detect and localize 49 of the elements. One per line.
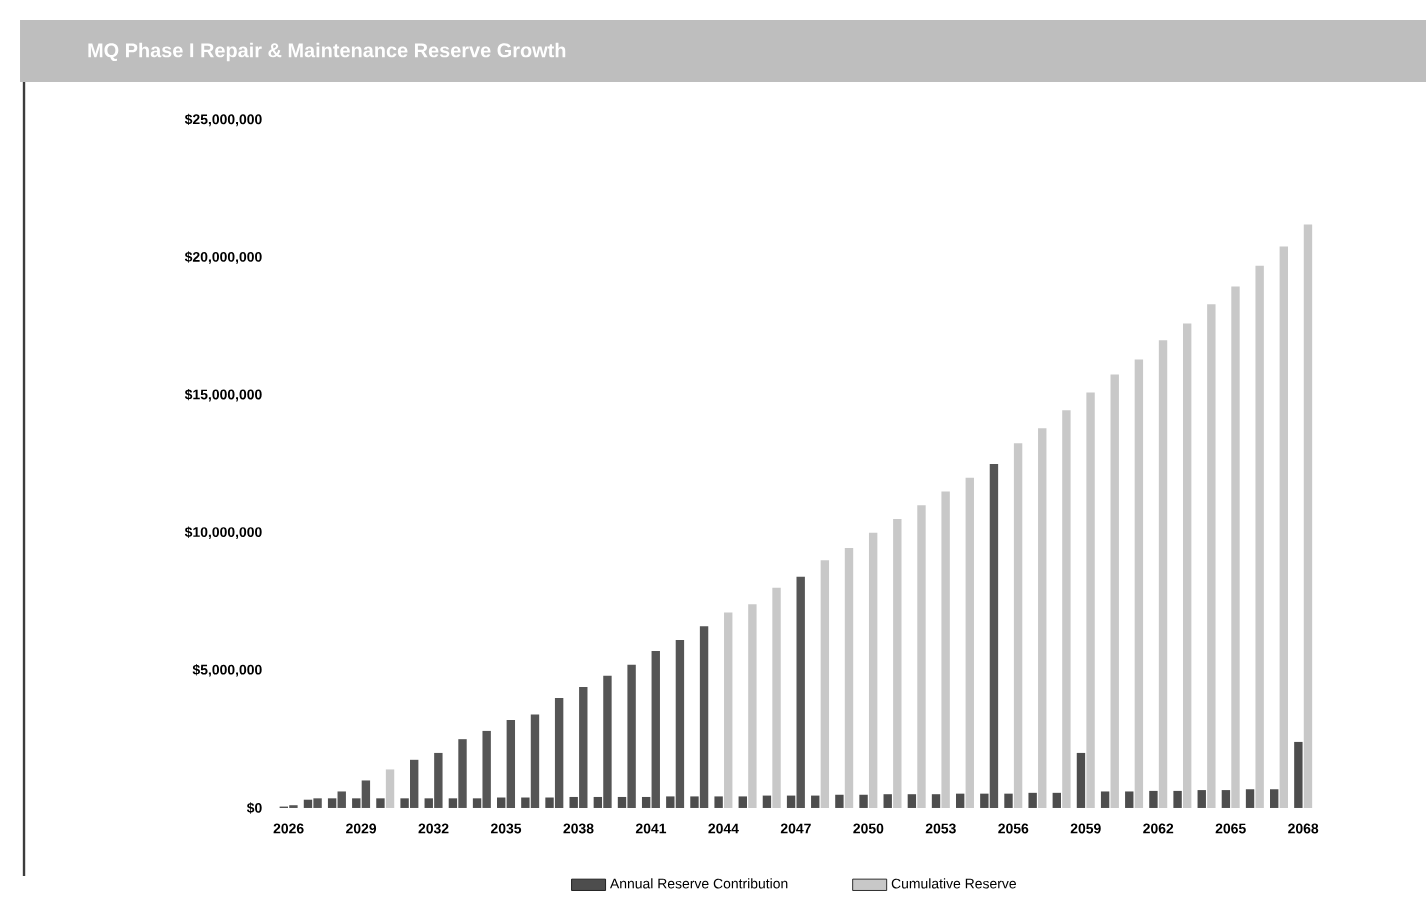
- bar: [738, 796, 747, 808]
- bar: [714, 796, 723, 808]
- bar: [1028, 792, 1037, 808]
- bar: [955, 793, 965, 808]
- bar: [1207, 304, 1216, 808]
- bar: [1100, 791, 1110, 808]
- bar: [907, 794, 917, 808]
- bar: [724, 612, 733, 808]
- bar: [893, 519, 902, 808]
- bar: [1086, 392, 1095, 808]
- bar: [1076, 752, 1086, 808]
- chart-title: MQ Phase I Repair & Maintenance Reserve Growth: [88, 42, 566, 62]
- bar: [835, 794, 844, 808]
- bar: [1221, 790, 1231, 808]
- bar: [859, 794, 868, 808]
- bar: [965, 477, 974, 808]
- bar: [844, 547, 854, 808]
- bar: [811, 795, 820, 808]
- bar: [1038, 428, 1047, 808]
- bar: [762, 795, 772, 808]
- bar: [376, 798, 385, 808]
- bar: [917, 505, 926, 808]
- bar: [1134, 359, 1144, 808]
- bar: [868, 532, 878, 808]
- bar: [1279, 246, 1289, 808]
- bar: [1149, 790, 1158, 808]
- bar: [931, 794, 941, 808]
- bar: [1013, 443, 1023, 808]
- bar: [820, 560, 830, 808]
- bar: [1255, 265, 1264, 808]
- bar: [1182, 323, 1192, 808]
- bar: [1004, 793, 1013, 808]
- bar: [748, 604, 757, 808]
- bar: [883, 794, 892, 808]
- bar: [1270, 789, 1279, 808]
- bar: [1158, 340, 1168, 808]
- bar: [941, 491, 950, 808]
- bar: [1110, 374, 1119, 808]
- bar: [1173, 790, 1182, 808]
- bar: [1294, 741, 1303, 808]
- bar: [385, 769, 395, 808]
- bar: [1062, 410, 1071, 808]
- bar: [1125, 791, 1134, 808]
- bar: [1303, 224, 1313, 808]
- bar: [1231, 286, 1240, 808]
- bar: [772, 587, 781, 808]
- bar: [1245, 789, 1255, 808]
- bar: [1197, 790, 1206, 808]
- bar: [1052, 792, 1062, 808]
